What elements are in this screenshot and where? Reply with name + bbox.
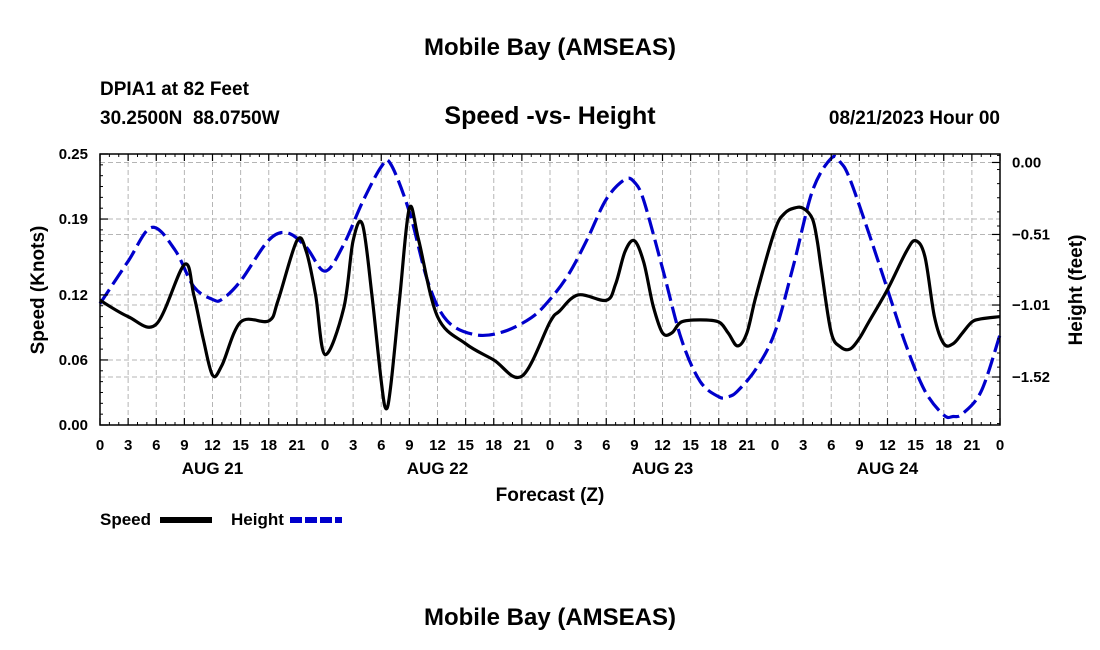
x-tick-label: 21	[514, 437, 531, 454]
series-line-speed	[99, 204, 1001, 411]
x-tick-label: 12	[429, 437, 446, 454]
y-left-label: Speed (Knots)	[28, 226, 49, 355]
x-tick-label: 9	[405, 437, 413, 454]
issued-time: 08/21/2023 Hour 00	[829, 108, 1000, 129]
x-tick-label: 3	[349, 437, 357, 454]
x-tick-label: 9	[855, 437, 863, 454]
day-label: AUG 24	[857, 459, 919, 478]
grid	[100, 154, 1000, 425]
station-name: DPIA1 at 82 Feet	[100, 79, 250, 100]
series-layer	[98, 154, 1002, 420]
x-tick-label: 6	[377, 437, 385, 454]
x-tick-label: 12	[879, 437, 896, 454]
y-left-tick-label: 0.19	[59, 211, 88, 228]
y-right-tick-label: −0.51	[1012, 226, 1050, 243]
x-tick-label: 18	[485, 437, 502, 454]
y-left-tick-label: 0.25	[59, 146, 88, 163]
x-tick-label: 12	[654, 437, 671, 454]
y-left-tick-label: 0.06	[59, 352, 88, 369]
x-tick-label: 21	[739, 437, 756, 454]
x-tick-label: 15	[457, 437, 474, 454]
day-label: AUG 22	[407, 459, 468, 478]
day-label: AUG 23	[632, 459, 693, 478]
x-tick-label: 21	[964, 437, 981, 454]
footer-title: Mobile Bay (AMSEAS)	[424, 604, 676, 631]
x-tick-label: 15	[232, 437, 249, 454]
station-coords: 30.2500N 88.0750W	[100, 108, 280, 129]
x-tick-label: 0	[771, 437, 779, 454]
y-right-tick-label: 0.00	[1012, 154, 1041, 171]
x-tick-label: 3	[574, 437, 582, 454]
chart-title: Speed -vs- Height	[444, 102, 656, 130]
x-tick-label: 3	[124, 437, 132, 454]
x-tick-label: 18	[260, 437, 277, 454]
x-tick-label: 21	[289, 437, 306, 454]
day-label: AUG 21	[182, 459, 243, 478]
x-tick-label: 18	[935, 437, 952, 454]
y-left-tick-label: 0.12	[59, 287, 88, 304]
x-tick-label: 0	[96, 437, 104, 454]
page-title: Mobile Bay (AMSEAS)	[424, 34, 676, 61]
x-tick-label: 6	[827, 437, 835, 454]
x-axis-label: Forecast (Z)	[496, 485, 605, 506]
x-tick-label: 6	[152, 437, 160, 454]
x-tick-label: 15	[907, 437, 924, 454]
legend-label-height: Height	[231, 510, 284, 529]
y-right-tick-label: −1.52	[1012, 369, 1050, 386]
x-tick-label: 0	[546, 437, 554, 454]
x-tick-label: 0	[996, 437, 1004, 454]
x-tick-label: 9	[630, 437, 638, 454]
x-tick-label: 18	[710, 437, 727, 454]
x-tick-label: 12	[204, 437, 221, 454]
x-tick-label: 15	[682, 437, 699, 454]
x-tick-label: 0	[321, 437, 329, 454]
y-right-tick-label: −1.01	[1012, 297, 1050, 314]
x-tick-label: 3	[799, 437, 807, 454]
legend: Speed Height	[100, 510, 342, 529]
x-tick-label: 9	[180, 437, 188, 454]
legend-label-speed: Speed	[100, 510, 151, 529]
axes: 0 3 6 9 12 15 18 21 0 3 6 9 12 15 18 21 0 3 6 9 12 15 18 21 0 3 6 9…	[59, 146, 1050, 478]
series-line-height	[98, 154, 1002, 420]
y-right-label: Height (feet)	[1066, 235, 1087, 346]
x-tick-label: 6	[602, 437, 610, 454]
y-left-tick-label: 0.00	[59, 417, 88, 434]
